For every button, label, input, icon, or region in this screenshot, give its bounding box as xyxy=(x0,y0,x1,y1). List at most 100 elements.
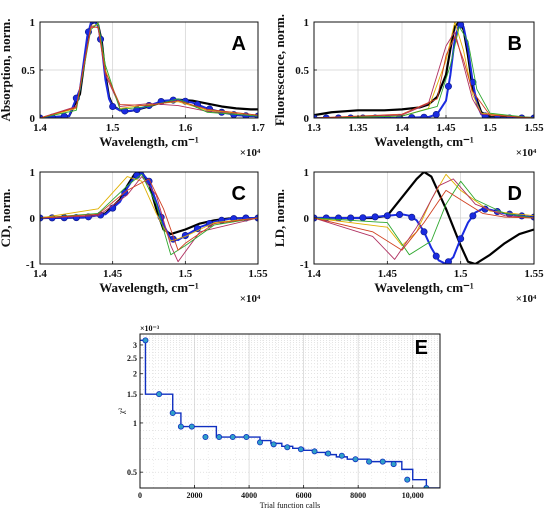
y-multiplier: ×10⁻³ xyxy=(140,324,160,333)
trial-line xyxy=(314,35,534,118)
chi2-marker xyxy=(229,434,236,441)
trial-line xyxy=(314,189,534,251)
x-tick-label: 1.4 xyxy=(307,268,321,280)
chi2-marker xyxy=(202,434,209,441)
fit-marker xyxy=(444,82,452,90)
y-tick-label: -1 xyxy=(300,259,309,271)
fit-marker xyxy=(444,258,452,264)
chi2-marker xyxy=(297,446,304,453)
panel-A: 1.4 1.5 1.6 1.7 0 0.5 1 Wavelength, cm⁻¹ Absorpt… xyxy=(0,17,265,159)
series-group xyxy=(40,22,258,118)
plot-area xyxy=(140,334,440,488)
panel-D: 1.4 1.45 1.5 1.55 -1 0 1 Wavelength, cm⁻¹ LD, no… xyxy=(272,167,544,305)
x-tick-label: 1.45 xyxy=(436,122,456,134)
x-tick-label: 2000 xyxy=(187,491,203,500)
x-tick-label: 1.45 xyxy=(103,268,123,280)
fit-marker xyxy=(359,214,367,222)
fit-marker xyxy=(60,112,68,118)
panel-C: 1.4 1.45 1.5 1.55 -1 0 1 Wavelength, cm⁻¹ CD, no… xyxy=(0,167,268,305)
x-tick-label: 0 xyxy=(138,491,142,500)
x-tick-label: 1.7 xyxy=(251,122,265,134)
x-multiplier: ×10⁴ xyxy=(516,147,537,159)
fit-marker xyxy=(109,102,117,110)
fit-marker xyxy=(334,214,342,222)
series-group xyxy=(314,172,534,264)
x-axis-label: Wavelength, cm⁻¹ xyxy=(374,134,474,149)
fit-marker xyxy=(383,212,391,220)
x-tick-label: 4000 xyxy=(241,491,257,500)
y-tick-label: -1 xyxy=(26,259,35,271)
x-tick-label: 1.4 xyxy=(395,122,409,134)
chi2-marker xyxy=(256,439,263,446)
fit-marker xyxy=(469,212,477,220)
x-tick-label: 1.6 xyxy=(178,122,192,134)
chi2-marker xyxy=(404,476,411,483)
y-tick-label: 0.5 xyxy=(295,65,309,77)
trial-line xyxy=(40,176,258,242)
fit-line xyxy=(40,172,258,242)
y-tick-label: 0 xyxy=(30,213,36,225)
x-axis-label: Wavelength, cm⁻¹ xyxy=(374,280,474,295)
y-tick-label: 2.5 xyxy=(127,354,137,363)
chi2-marker xyxy=(156,391,163,398)
y-axis-label: Fluorescence, norm. xyxy=(272,14,287,126)
trial-line xyxy=(40,176,258,263)
x-tick-label: 10,000 xyxy=(402,491,424,500)
panel-letter: D xyxy=(508,183,522,205)
y-tick-label: 0.5 xyxy=(21,65,35,77)
x-tick-label: 1.5 xyxy=(454,268,468,280)
y-tick-label: 0 xyxy=(304,213,310,225)
y-tick-label: 0 xyxy=(30,113,36,125)
fit-marker xyxy=(314,114,318,118)
chi2-marker xyxy=(311,448,318,455)
chi2-marker xyxy=(352,456,359,463)
chi2-marker xyxy=(188,423,195,430)
fit-marker xyxy=(432,110,440,118)
panel-B: 1.3 1.35 1.4 1.45 1.5 1.55 0 0.5 1 Wavelength, cm… xyxy=(272,14,544,159)
trial-line xyxy=(40,26,258,118)
x-tick-label: 1.3 xyxy=(307,122,321,134)
panel-letter: A xyxy=(232,33,246,55)
chi2-marker xyxy=(284,444,291,451)
chi2-marker xyxy=(379,458,386,465)
reference-line xyxy=(314,172,534,264)
trial-line xyxy=(314,180,534,256)
series-group xyxy=(140,337,440,488)
y-axis-label: Absorption, norm. xyxy=(0,19,13,122)
trial-line xyxy=(314,178,534,260)
fit-marker xyxy=(396,211,404,219)
x-tick-label: 1.55 xyxy=(524,122,544,134)
x-tick-label: 6000 xyxy=(296,491,312,500)
x-axis-label: Wavelength, cm⁻¹ xyxy=(99,280,199,295)
fit-marker xyxy=(432,252,440,260)
x-axis-label: Trial function calls xyxy=(260,501,321,510)
chi2-marker xyxy=(338,452,345,459)
x-tick-label: 1.4 xyxy=(33,268,47,280)
chi2-marker xyxy=(270,441,277,448)
x-tick-label: 1.55 xyxy=(524,268,544,280)
y-tick-label: 0 xyxy=(304,113,310,125)
x-multiplier: ×10⁴ xyxy=(240,147,261,159)
panel-letter: C xyxy=(232,183,246,205)
chi2-marker xyxy=(243,434,250,441)
chi2-marker xyxy=(177,423,184,430)
x-multiplier: ×10⁴ xyxy=(240,293,261,305)
x-tick-label: 1.5 xyxy=(106,122,120,134)
chi2-marker xyxy=(366,458,373,465)
y-tick-label: 0.5 xyxy=(127,468,137,477)
x-tick-label: 8000 xyxy=(350,491,366,500)
trial-line xyxy=(40,178,258,251)
fit-marker xyxy=(371,213,379,221)
y-tick-label: 1 xyxy=(30,167,36,179)
x-multiplier: ×10⁴ xyxy=(516,293,537,305)
chi2-marker xyxy=(216,434,223,441)
axes-box xyxy=(139,333,441,489)
y-axis-label: CD, norm. xyxy=(0,189,13,248)
x-tick-label: 1.45 xyxy=(378,268,398,280)
fit-marker xyxy=(457,22,465,29)
chi2-marker xyxy=(325,450,332,457)
chi2-marker xyxy=(390,461,397,468)
x-tick-label: 1.5 xyxy=(178,268,192,280)
trial-line xyxy=(314,26,534,118)
y-tick-label: 2 xyxy=(133,370,137,379)
